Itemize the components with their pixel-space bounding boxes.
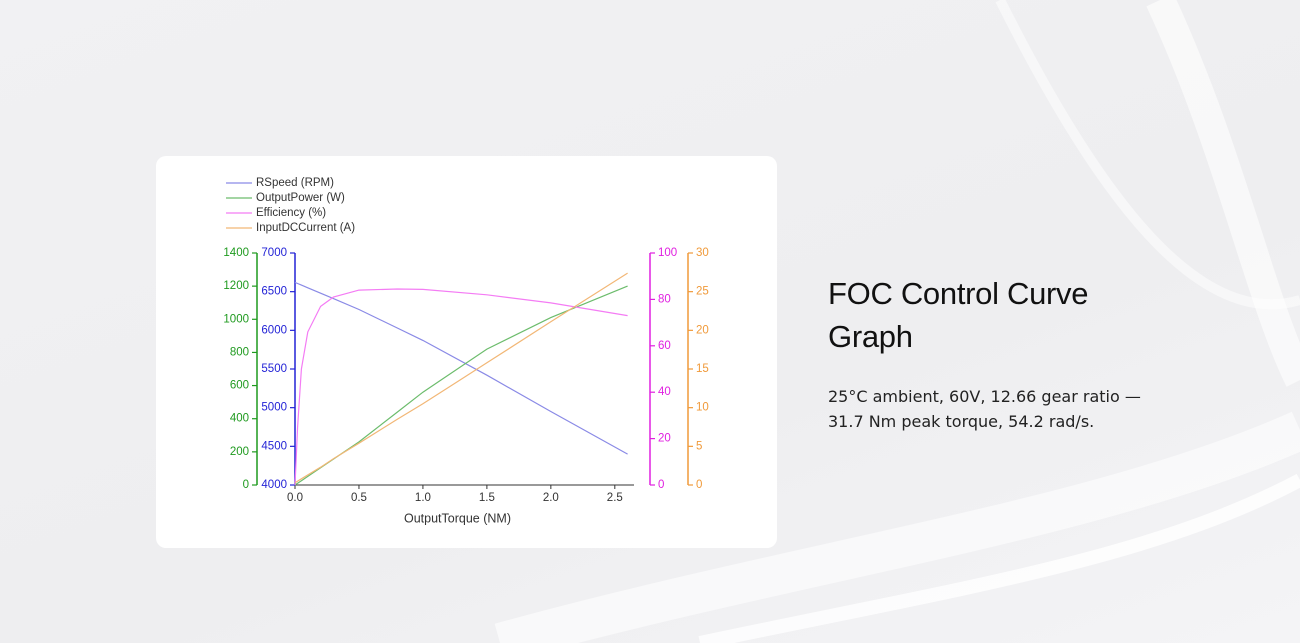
series-line <box>294 285 628 486</box>
y-tick-label: 0 <box>243 479 249 491</box>
y-tick-label: 4500 <box>261 440 287 452</box>
series-line <box>294 272 628 484</box>
x-tick-label: 2.0 <box>543 492 559 504</box>
series-line <box>294 288 628 486</box>
legend-label: Efficiency (%) <box>256 207 326 219</box>
x-tick-label: 1.0 <box>415 492 431 504</box>
x-tick-label: 0.5 <box>351 492 367 504</box>
y-tick-label: 400 <box>230 413 249 425</box>
y-tick-label: 1000 <box>223 313 249 325</box>
y-tick-label: 0 <box>658 479 664 491</box>
x-tick-label: 2.5 <box>607 492 623 504</box>
y-tick-label: 100 <box>658 247 677 259</box>
y-tick-label: 20 <box>658 433 671 445</box>
y-tick-label: 80 <box>658 293 671 305</box>
y-tick-label: 25 <box>696 286 709 298</box>
chart-card: 0.0 0.5 1.0 1.5 2.0 2.5 OutputTorque (NM) 4000 4… <box>156 156 777 548</box>
y-tick-label: 600 <box>230 380 249 392</box>
x-tick-label: 0.0 <box>287 492 303 504</box>
y-tick-label: 60 <box>658 340 671 352</box>
legend-label: RSpeed (RPM) <box>256 177 334 189</box>
y-tick-label: 30 <box>696 247 709 259</box>
y-tick-label: 5000 <box>261 402 287 414</box>
y-tick-label: 200 <box>230 446 249 458</box>
y-tick-label: 20 <box>696 324 709 336</box>
y-tick-label: 0 <box>696 479 702 491</box>
x-tick-label: 1.5 <box>479 492 495 504</box>
y-tick-label: 7000 <box>261 247 287 259</box>
legend-label: InputDCCurrent (A) <box>256 222 355 234</box>
y-tick-label: 1200 <box>223 280 249 292</box>
y-tick-label: 10 <box>696 402 709 414</box>
y-tick-label: 4000 <box>261 479 287 491</box>
y-tick-label: 1400 <box>223 247 249 259</box>
y-tick-label: 6000 <box>261 324 287 336</box>
series-line <box>294 281 628 455</box>
y-tick-label: 5500 <box>261 363 287 375</box>
x-axis-title: OutputTorque (NM) <box>404 511 511 525</box>
y-tick-label: 6500 <box>261 286 287 298</box>
y-tick-label: 15 <box>696 363 709 375</box>
y-tick-label: 40 <box>658 386 671 398</box>
y-tick-label: 800 <box>230 346 249 358</box>
legend-label: OutputPower (W) <box>256 192 345 204</box>
description: 25°C ambient, 60V, 12.66 gear ratio — 31… <box>828 387 1141 431</box>
heading: FOC Control Curve Graph <box>828 276 1089 354</box>
y-tick-label: 5 <box>696 440 702 452</box>
